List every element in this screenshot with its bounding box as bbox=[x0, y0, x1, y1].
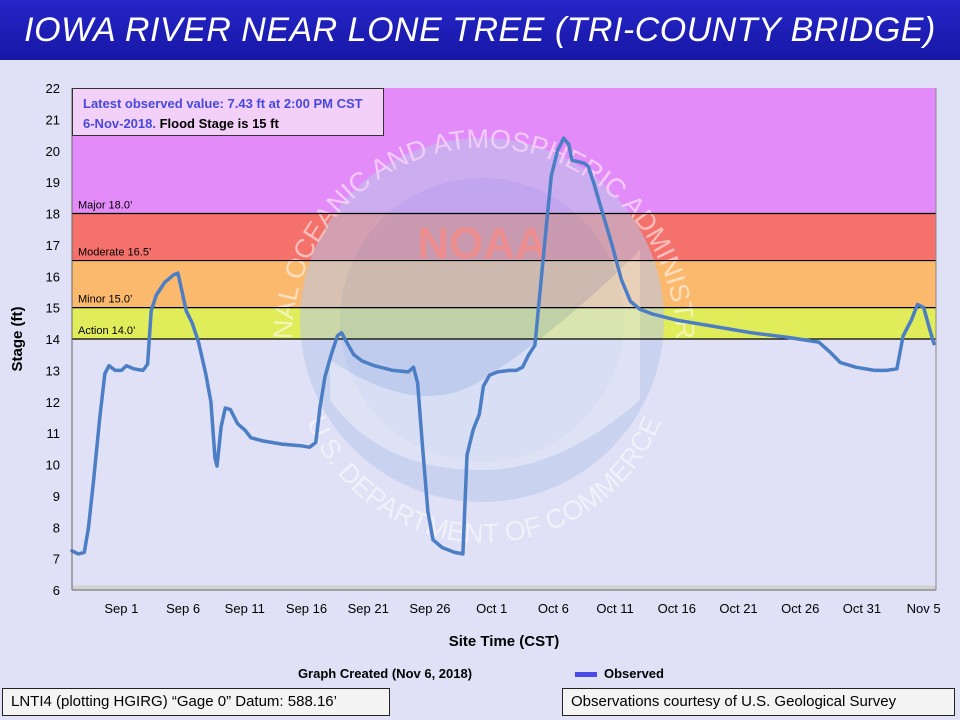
x-tick-label: Sep 21 bbox=[348, 601, 389, 616]
x-tick-label: Oct 16 bbox=[658, 601, 696, 616]
title-banner: IOWA RIVER NEAR LONE TREE (TRI-COUNTY BR… bbox=[0, 0, 960, 60]
page-title: IOWA RIVER NEAR LONE TREE (TRI-COUNTY BR… bbox=[24, 11, 936, 49]
threshold-label-minor: Minor 15.0’ bbox=[78, 294, 132, 306]
watermark-disc bbox=[300, 138, 664, 502]
datum-box: LNTI4 (plotting HGIRG) “Gage 0” Datum: 5… bbox=[2, 688, 390, 716]
x-tick-label: Sep 1 bbox=[104, 601, 138, 616]
y-tick-label: 12 bbox=[46, 395, 60, 410]
hydrograph-chart: NOAA NATIONAL OCEANIC AND ATMOSPHERIC AD… bbox=[0, 60, 941, 650]
y-tick-label: 15 bbox=[46, 301, 60, 316]
y-tick-label: 20 bbox=[46, 144, 60, 159]
legend-label-observed: Observed bbox=[604, 666, 664, 681]
y-tick-label: 10 bbox=[46, 458, 60, 473]
y-tick-label: 11 bbox=[47, 426, 61, 441]
courtesy-box: Observations courtesy of U.S. Geological… bbox=[562, 688, 955, 716]
latest-value-box: Latest observed value: 7.43 ft at 2:00 P… bbox=[72, 88, 384, 136]
y-axis-title: Stage (ft) bbox=[9, 307, 26, 372]
x-tick-label: Oct 11 bbox=[596, 601, 633, 616]
flood-stage-text: Flood Stage is 15 ft bbox=[159, 116, 279, 131]
x-tick-label: Oct 6 bbox=[538, 601, 569, 616]
y-tick-label: 19 bbox=[46, 175, 60, 190]
y-tick-label: 6 bbox=[53, 583, 60, 598]
y-tick-label: 21 bbox=[46, 112, 60, 127]
x-tick-label: Sep 6 bbox=[166, 601, 200, 616]
graph-created-label: Graph Created (Nov 6, 2018) bbox=[297, 666, 473, 681]
y-tick-label: 17 bbox=[46, 238, 60, 253]
y-tick-label: 22 bbox=[46, 81, 60, 96]
threshold-label-major: Major 18.0’ bbox=[78, 200, 132, 212]
plot-bottom-strip bbox=[72, 585, 936, 590]
x-tick-label: Oct 21 bbox=[719, 601, 757, 616]
y-tick-label: 14 bbox=[46, 332, 60, 347]
x-tick-label: Oct 1 bbox=[476, 601, 507, 616]
x-axis-title: Site Time (CST) bbox=[449, 633, 560, 650]
watermark-bird bbox=[330, 250, 640, 470]
y-tick-label: 7 bbox=[53, 552, 60, 567]
x-tick-label: Sep 11 bbox=[225, 601, 265, 616]
y-tick-label: 13 bbox=[46, 363, 60, 378]
threshold-label-moderate: Moderate 16.5’ bbox=[78, 247, 151, 259]
legend-swatch-observed bbox=[575, 672, 597, 677]
y-tick-label: 16 bbox=[46, 269, 60, 284]
x-tick-label: Sep 26 bbox=[409, 601, 450, 616]
latest-value-text: Latest observed value: 7.43 ft at 2:00 P… bbox=[83, 96, 363, 131]
y-tick-label: 8 bbox=[53, 520, 60, 535]
threshold-label-action: Action 14.0’ bbox=[78, 325, 135, 337]
series-line-observed bbox=[70, 136, 936, 556]
y-tick-label: 18 bbox=[46, 207, 60, 222]
y-tick-label: 9 bbox=[53, 489, 60, 504]
x-tick-label: Nov 5 bbox=[907, 601, 941, 616]
x-tick-label: Sep 16 bbox=[286, 601, 327, 616]
watermark-noaa: NOAA bbox=[417, 219, 547, 268]
x-tick-label: Oct 26 bbox=[781, 601, 819, 616]
x-tick-label: Oct 31 bbox=[843, 601, 881, 616]
watermark-inner-disc bbox=[340, 178, 624, 462]
